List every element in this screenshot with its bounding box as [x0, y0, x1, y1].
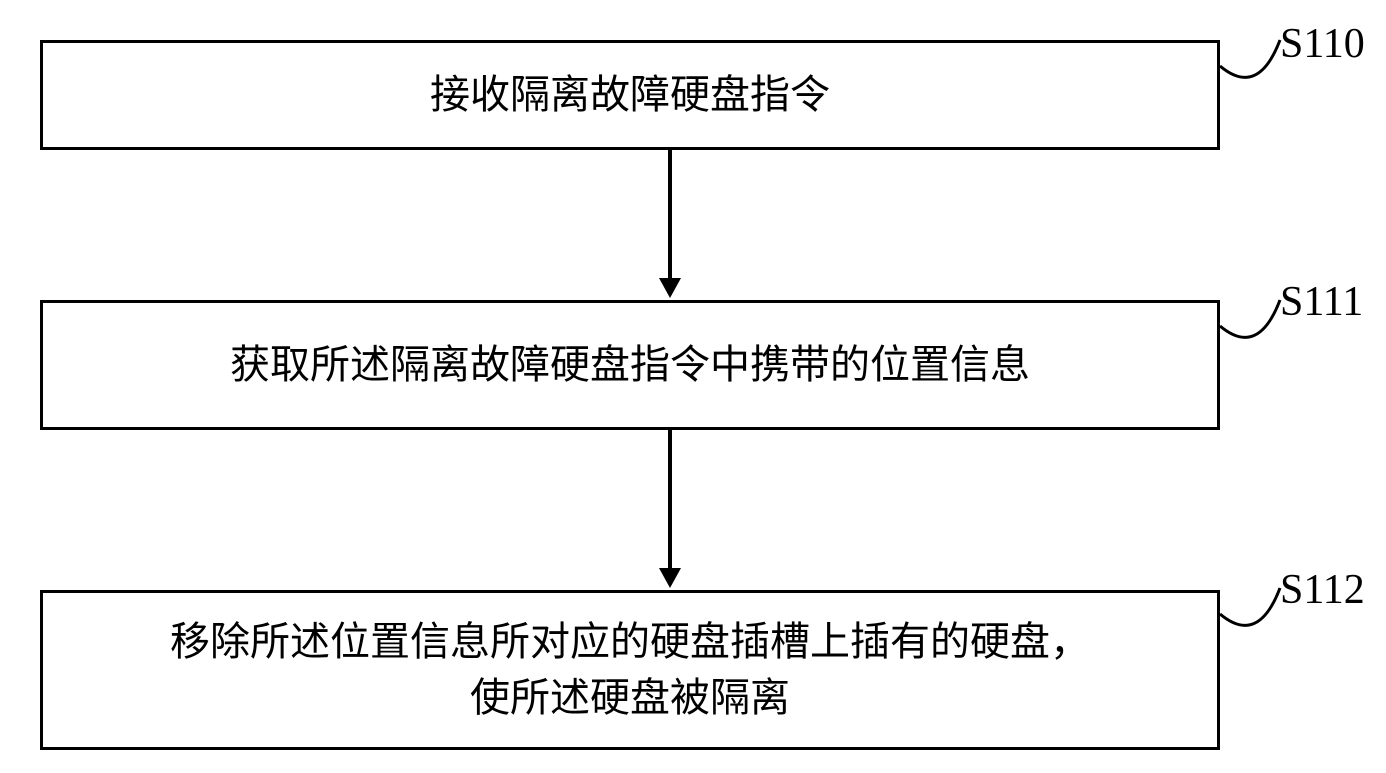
step-label-s112: S112	[1280, 566, 1365, 614]
connector-curve-s110	[1218, 38, 1288, 98]
arrow-head-2	[659, 568, 681, 588]
step-box-s110: 接收隔离故障硬盘指令	[40, 40, 1220, 150]
connector-curve-s112	[1218, 586, 1288, 646]
step-box-s111: 获取所述隔离故障硬盘指令中携带的位置信息	[40, 300, 1220, 430]
step-text-s111: 获取所述隔离故障硬盘指令中携带的位置信息	[230, 337, 1030, 393]
step-box-s112: 移除所述位置信息所对应的硬盘插槽上插有的硬盘， 使所述硬盘被隔离	[40, 590, 1220, 750]
connector-curve-s111	[1218, 298, 1288, 358]
arrow-line-1	[668, 150, 672, 280]
arrow-head-1	[659, 278, 681, 298]
arrow-line-2	[668, 430, 672, 570]
step-text-s110: 接收隔离故障硬盘指令	[430, 67, 830, 123]
step-text-s112: 移除所述位置信息所对应的硬盘插槽上插有的硬盘， 使所述硬盘被隔离	[170, 614, 1090, 726]
step-label-s111: S111	[1280, 278, 1363, 326]
step-label-s110: S110	[1280, 20, 1365, 68]
